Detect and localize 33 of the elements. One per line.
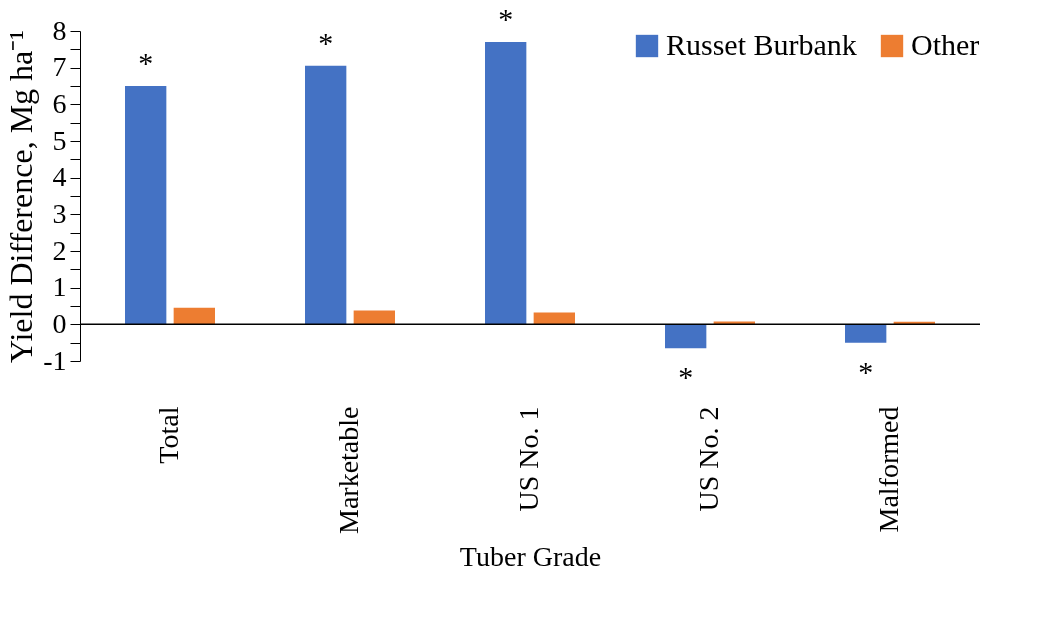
y-tick-label: 6 <box>52 87 67 119</box>
y-tick-label: -1 <box>43 344 67 376</box>
y-tick-label: 5 <box>52 124 67 156</box>
y-tick-label: 4 <box>52 161 67 193</box>
bar <box>305 65 347 325</box>
bar <box>713 321 755 325</box>
x-tick-label: US No. 1 <box>513 406 544 512</box>
bar <box>173 307 215 325</box>
annotation: * <box>498 2 514 35</box>
legend-label: Other <box>911 28 980 61</box>
y-tick-label: 8 <box>52 14 67 46</box>
y-tick-label: 0 <box>52 307 67 339</box>
bar <box>353 310 395 325</box>
legend-label: Russet Burbank <box>666 28 857 61</box>
annotation: * <box>858 354 874 388</box>
y-axis-title: Yield Difference, Mg ha⁻¹ <box>3 30 40 363</box>
x-tick-label: Malformed <box>873 406 904 533</box>
bar <box>533 312 575 325</box>
bar <box>845 324 887 343</box>
y-tick-label: 2 <box>52 234 67 266</box>
bar <box>125 86 167 325</box>
annotation: * <box>678 360 694 394</box>
bar <box>485 42 527 325</box>
y-tick-label: 7 <box>52 51 67 83</box>
x-tick-label: US No. 2 <box>693 406 724 512</box>
y-tick-label: 3 <box>52 197 67 229</box>
annotation: * <box>318 25 334 59</box>
x-tick-label: Total <box>153 406 184 464</box>
y-tick-label: 1 <box>52 271 67 303</box>
x-tick-label: Marketable <box>333 406 364 534</box>
annotation: * <box>138 46 154 79</box>
x-axis-title: Tuber Grade <box>459 540 602 572</box>
bar <box>665 324 707 349</box>
